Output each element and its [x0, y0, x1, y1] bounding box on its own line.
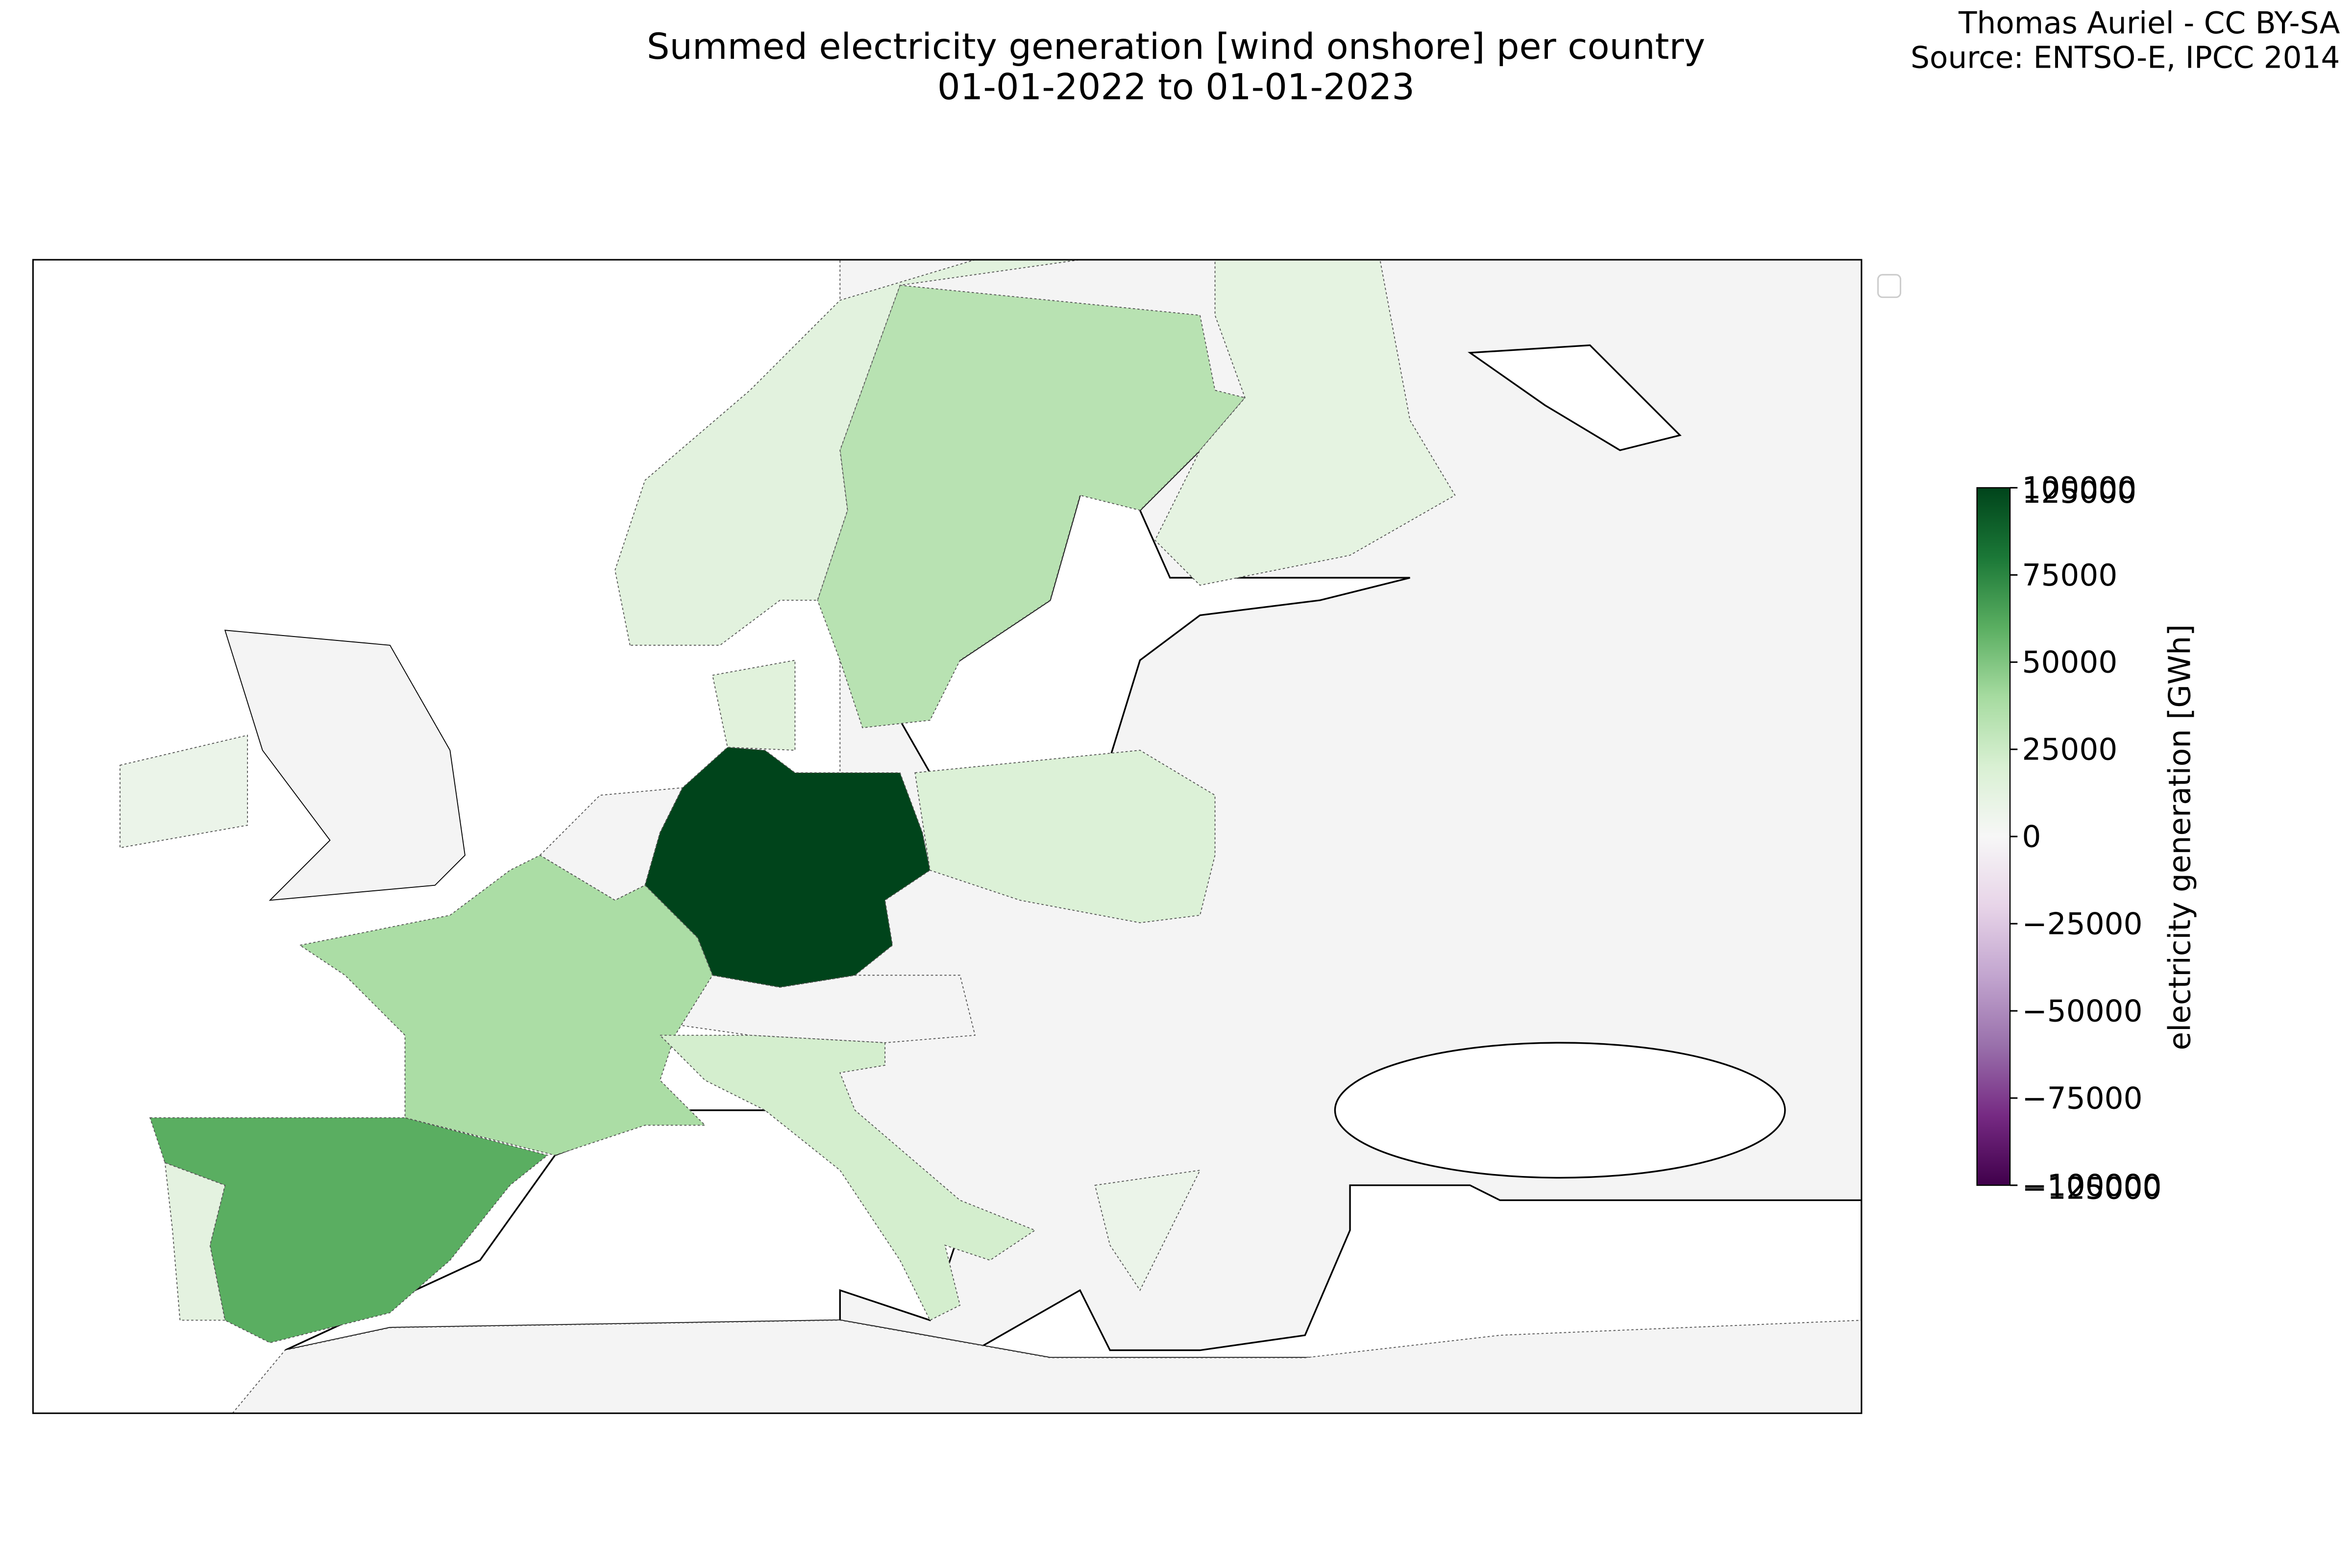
colorbar — [1976, 487, 2011, 1186]
map-frame — [32, 259, 1862, 1414]
colorbar-tick-label: 100000 — [2022, 471, 2137, 506]
country — [149, 1117, 549, 1344]
country — [659, 1034, 1036, 1321]
country — [914, 750, 1216, 924]
country — [644, 747, 931, 988]
credit: Source: ENTSO-E, IPCC 2014 — [1911, 40, 2340, 75]
colorbar-end-label: −125000 — [2022, 1171, 2162, 1206]
black-sea — [1334, 1042, 1786, 1179]
country — [711, 660, 796, 751]
country — [1154, 260, 1456, 586]
credit: Thomas Auriel - CC BY-SA — [1958, 6, 2340, 41]
colorbar-end-label: 125000 — [2022, 475, 2137, 510]
empty-legend — [1877, 274, 1902, 298]
great-britain — [224, 630, 466, 901]
colorbar-tick-label: −25000 — [2022, 907, 2143, 942]
country — [1094, 1170, 1201, 1291]
country — [614, 260, 1080, 646]
colorbar-label: electricity generation [GWh] — [2162, 624, 2197, 1050]
colorbar-tick-label: −100000 — [2022, 1168, 2162, 1203]
colorbar-tick-label: 0 — [2022, 820, 2041, 855]
map-area — [33, 260, 1862, 1414]
colorbar-tick-label: 75000 — [2022, 558, 2118, 593]
colorbar-tick-label: 50000 — [2022, 645, 2118, 680]
map-subtitle: 01-01-2022 to 01-01-2023 — [937, 67, 1415, 108]
country — [817, 285, 1246, 729]
colorbar-tick-label: −50000 — [2022, 994, 2143, 1029]
map-title: Summed electricity generation [wind onsh… — [647, 26, 1705, 68]
white-sea — [1468, 344, 1682, 451]
colorbar-tick-label: 25000 — [2022, 733, 2118, 767]
country — [164, 1162, 226, 1321]
africa — [232, 1320, 1862, 1414]
country — [119, 735, 248, 849]
colorbar-tick-label: −75000 — [2022, 1081, 2143, 1116]
